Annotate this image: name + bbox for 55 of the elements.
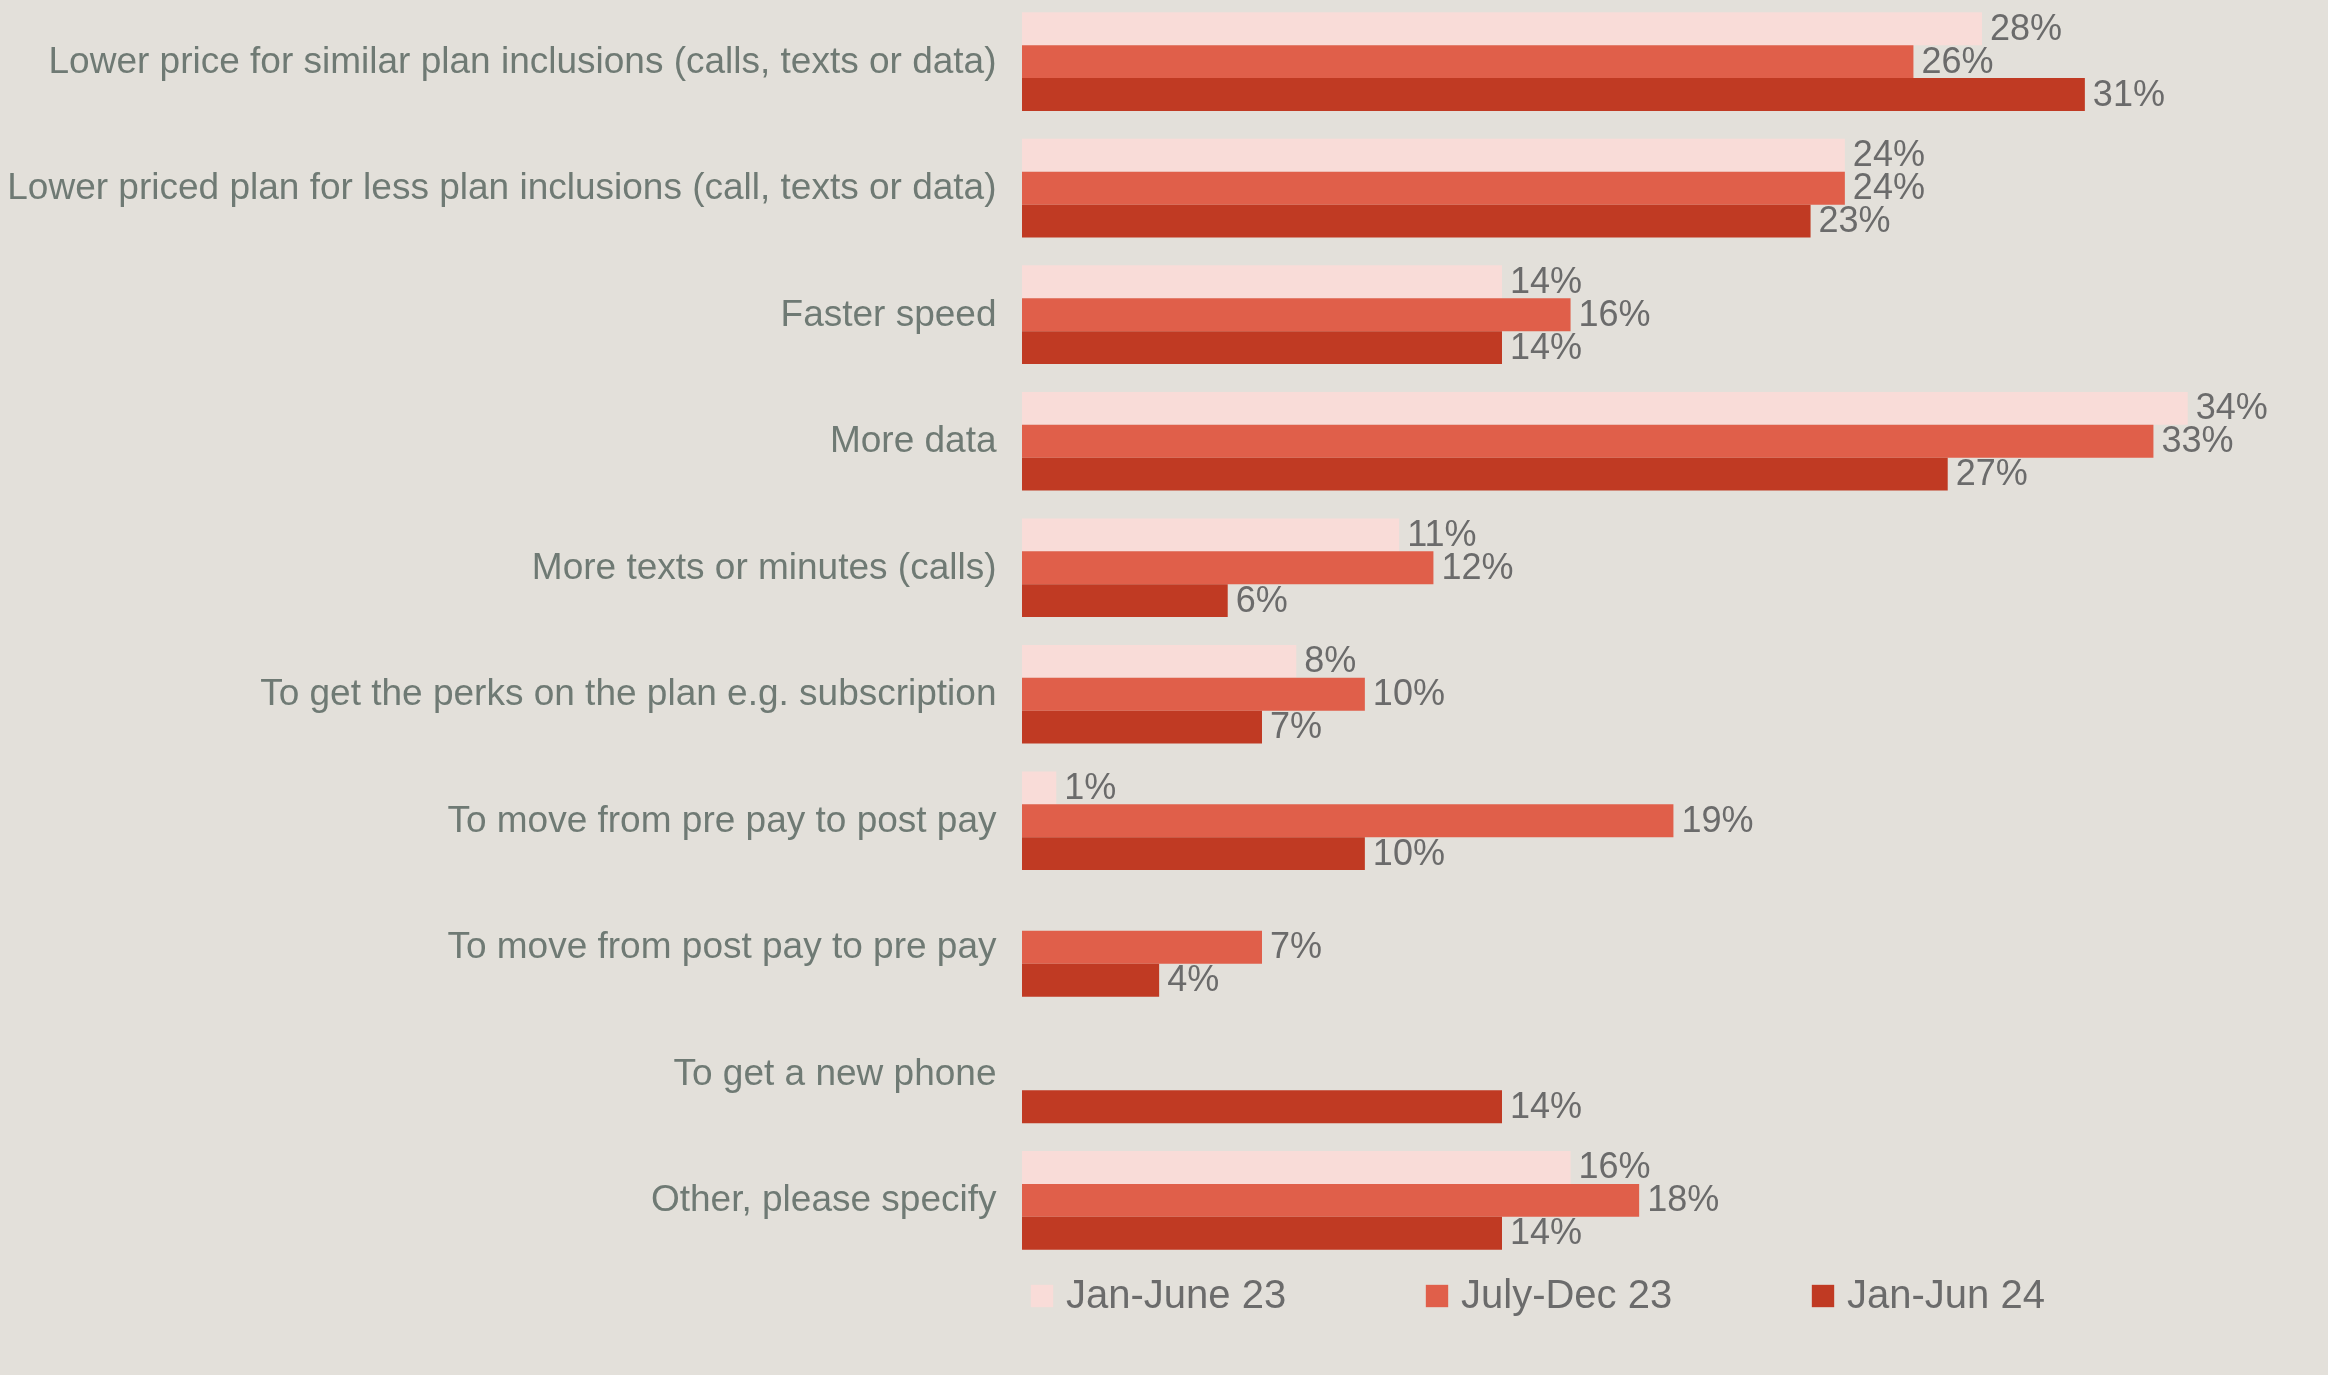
bar xyxy=(1022,78,2085,112)
bar xyxy=(1022,424,2154,458)
data-label: 33% xyxy=(2161,419,2234,461)
y-tick-label: To move from post pay to pre pay xyxy=(447,925,997,967)
bar xyxy=(1022,771,1057,805)
bar xyxy=(1022,298,1571,332)
data-label: 10% xyxy=(1372,831,1445,873)
bar xyxy=(1022,837,1365,871)
bar xyxy=(1022,963,1160,997)
data-label: 1% xyxy=(1064,765,1117,807)
bar xyxy=(1022,804,1674,838)
y-tick-label: More texts or minutes (calls) xyxy=(531,545,997,587)
bar xyxy=(1022,391,2188,425)
y-tick-label: To get the perks on the plan e.g. subscription xyxy=(260,672,997,714)
bar xyxy=(1022,930,1262,964)
bar xyxy=(1022,457,1948,491)
bar xyxy=(1022,138,1845,172)
data-label: 31% xyxy=(2092,72,2165,114)
bar xyxy=(1022,551,1434,585)
data-label: 14% xyxy=(1510,1084,1583,1126)
data-label: 19% xyxy=(1681,798,1754,840)
y-tick-label: More data xyxy=(829,419,997,461)
bar xyxy=(1022,644,1297,678)
data-label: 8% xyxy=(1304,639,1357,681)
bar xyxy=(1022,331,1502,365)
bar xyxy=(1022,1183,1640,1217)
bar xyxy=(1022,171,1845,205)
legend-label: Jan-June 23 xyxy=(1066,1272,1287,1316)
bar xyxy=(1022,204,1811,238)
y-tick-label: Lower price for similar plan inclusions (calls, texts or data) xyxy=(48,39,997,81)
bar xyxy=(1022,518,1400,552)
bar xyxy=(1022,584,1228,618)
bar xyxy=(1022,677,1365,711)
data-label: 27% xyxy=(1955,452,2028,494)
bar xyxy=(1022,1216,1502,1250)
bar xyxy=(1022,1090,1502,1124)
data-label: 14% xyxy=(1510,1211,1583,1253)
bar xyxy=(1022,12,1982,46)
data-label: 6% xyxy=(1235,578,1288,620)
y-tick-label: To get a new phone xyxy=(673,1051,997,1093)
data-label: 7% xyxy=(1270,925,1323,967)
data-label: 23% xyxy=(1818,199,1891,241)
bar xyxy=(1022,265,1502,299)
bar xyxy=(1022,45,1914,79)
legend-label: July-Dec 23 xyxy=(1461,1272,1673,1316)
y-tick-label: To move from pre pay to post pay xyxy=(447,798,997,840)
bar xyxy=(1022,1150,1571,1184)
data-label: 7% xyxy=(1270,705,1323,747)
y-tick-label: Faster speed xyxy=(780,292,997,334)
legend-label: Jan-Jun 24 xyxy=(1847,1272,2045,1316)
data-label: 4% xyxy=(1167,958,1220,1000)
data-label: 10% xyxy=(1372,672,1445,714)
y-tick-label: Lower priced plan for less plan inclusions (call, texts or data) xyxy=(7,166,997,208)
bar xyxy=(1022,710,1262,744)
y-tick-label: Other, please specify xyxy=(650,1178,997,1220)
